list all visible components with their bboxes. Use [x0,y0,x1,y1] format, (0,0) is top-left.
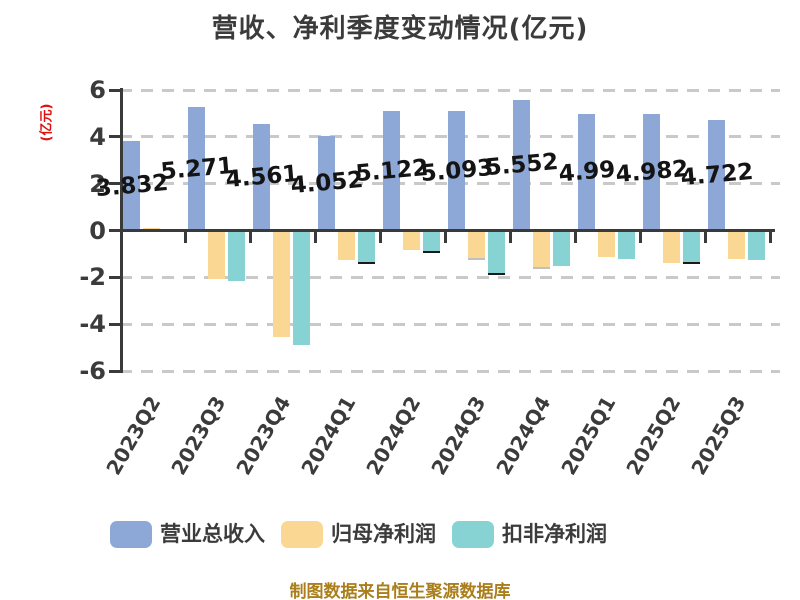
x-axis-tick [313,231,317,243]
bar-value-label: 5.271 [159,152,234,185]
y-axis-tick-label: -2 [79,263,106,292]
bar-营业总收入-2024Q4 [513,100,530,231]
x-axis-tick [638,231,642,243]
legend-label-net-profit: 归母净利润 [331,522,436,546]
x-axis-zero-line [120,229,775,232]
revenue-swatch-icon [110,521,152,548]
bar-扣非净利润-2024Q3 [488,230,505,276]
bar-归母净利润-2024Q4 [533,230,550,270]
legend: 营业总收入 归母净利润 扣非净利润 [110,521,607,548]
y-axis-tick-label: 4 [89,122,106,151]
bar-扣非净利润-2025Q3 [748,230,765,261]
x-axis-label: 2025Q2 [621,392,686,479]
x-axis-label: 2024Q4 [491,392,556,479]
x-axis-label: 2024Q2 [361,392,426,479]
y-axis-tick-label: -4 [79,310,106,339]
bar-营业总收入-2025Q1 [578,113,595,231]
non-gaap-swatch-icon [452,521,494,548]
bar-营业总收入-2023Q3 [188,107,205,231]
bar-营业总收入-2024Q1 [318,135,335,231]
bar-扣非净利润-2025Q2 [683,230,700,265]
bar-营业总收入-2023Q4 [253,123,270,231]
y-axis-tick-label: 0 [89,216,106,245]
y-axis-tick [109,275,120,279]
legend-item-non-gaap-profit: 扣非净利润 [452,521,607,548]
bar-扣非净利润-2024Q1 [358,230,375,264]
bar-营业总收入-2025Q3 [708,119,725,231]
bar-扣非净利润-2023Q3 [228,230,245,281]
y-axis-tick-label: 6 [89,76,106,104]
x-axis-label: 2023Q2 [101,392,166,479]
bar-扣非净利润-2024Q2 [423,230,440,253]
x-axis-tick [703,231,707,243]
x-axis-tick [768,231,772,243]
legend-label-revenue: 营业总收入 [160,522,265,546]
bar-归母净利润-2024Q2 [403,230,420,250]
x-axis-tick [443,231,447,243]
bar-value-label: 5.122 [354,154,429,187]
bar-营业总收入-2023Q2 [123,140,140,231]
x-axis-label: 2024Q3 [426,392,491,479]
x-axis-tick [378,231,382,243]
x-axis-label: 2023Q3 [166,392,231,479]
bar-归母净利润-2025Q1 [598,230,615,258]
bar-value-label: 4.99 [557,156,616,188]
x-axis-tick [573,231,577,243]
bar-value-label: 5.552 [484,149,559,182]
net-profit-swatch-icon [281,521,323,548]
bar-value-label: 4.052 [289,166,364,200]
legend-item-net-profit: 归母净利润 [281,521,436,548]
gridline [120,322,780,326]
y-axis-tick [109,135,120,139]
bar-归母净利润-2025Q2 [663,230,680,263]
bar-归母净利润-2024Q1 [338,230,355,260]
y-axis-tick [109,229,120,232]
chart-title: 营收、净利季度变动情况(亿元) [211,14,589,44]
data-source-note: 制图数据来自恒生聚源数据库 [289,582,511,600]
x-axis-label: 2023Q4 [231,392,296,479]
bar-归母净利润-2024Q3 [468,230,485,261]
y-axis-tick [109,182,120,186]
y-axis-tick [109,369,120,373]
bar-扣非净利润-2023Q4 [293,230,310,346]
bar-营业总收入-2024Q2 [383,110,400,231]
bar-扣非净利润-2025Q1 [618,230,635,259]
legend-item-revenue: 营业总收入 [110,521,265,548]
bar-扣非净利润-2024Q4 [553,230,570,266]
x-axis-label: 2025Q3 [686,392,751,479]
bar-归母净利润-2023Q3 [208,230,225,280]
bar-value-label: 4.561 [224,160,299,194]
gridline [120,88,780,92]
bar-营业总收入-2025Q2 [643,113,660,231]
bar-value-label: 4.722 [679,159,754,192]
gridline [120,275,780,279]
bar-value-label: 3.832 [94,169,169,202]
gridline [120,369,780,373]
x-axis-tick [183,231,187,243]
x-axis-tick [248,231,252,243]
bar-归母净利润-2023Q4 [273,230,290,338]
y-axis-tick-label: 2 [89,169,106,198]
legend-label-non-gaap-profit: 扣非净利润 [502,522,607,546]
x-axis-tick [508,231,512,243]
bar-归母净利润-2025Q3 [728,230,745,260]
y-axis-tick [109,88,120,92]
y-axis-tick [109,322,120,326]
x-axis-label: 2024Q1 [296,392,361,479]
x-axis-label: 2025Q1 [556,392,621,479]
y-axis-tick-label: -6 [79,357,106,385]
bar-营业总收入-2024Q3 [448,111,465,231]
